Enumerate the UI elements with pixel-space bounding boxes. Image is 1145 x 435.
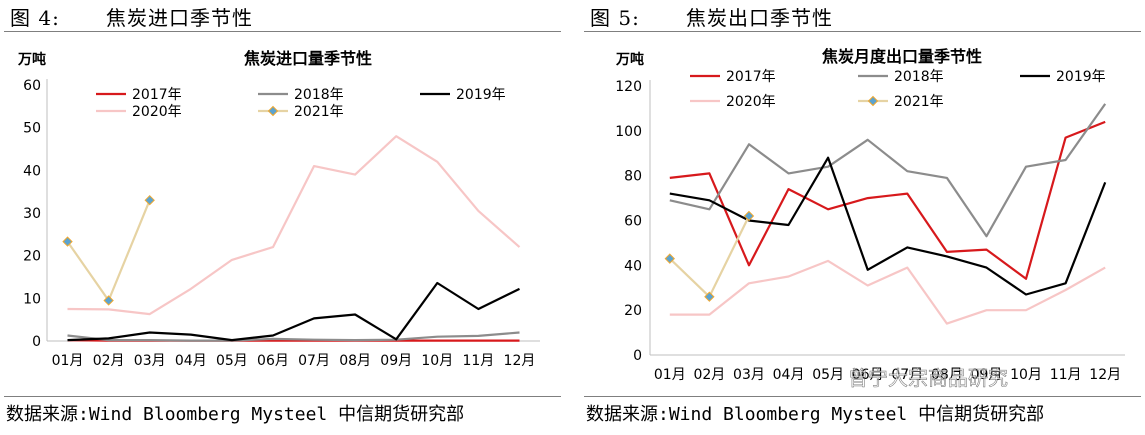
series-line-2018年 bbox=[67, 331, 520, 342]
y-tick-label: 120 bbox=[615, 79, 642, 95]
y-tick-label: 100 bbox=[615, 124, 642, 140]
figure-header: 图 5: 焦炭出口季节性 bbox=[586, 2, 1141, 30]
x-tick-label: 08月 bbox=[339, 353, 371, 369]
x-tick-label: 12月 bbox=[1089, 367, 1121, 383]
x-tick-label: 02月 bbox=[693, 367, 725, 383]
y-tick-label: 60 bbox=[23, 78, 41, 94]
x-tick-label: 07月 bbox=[891, 367, 923, 383]
y-unit-label: 万吨 bbox=[17, 51, 46, 68]
x-tick-label: 11月 bbox=[1050, 367, 1082, 383]
y-tick-label: 0 bbox=[32, 334, 41, 350]
legend-label: 2020年 bbox=[726, 94, 776, 110]
figure-label: 图 4: bbox=[10, 6, 60, 30]
series-line-2020年 bbox=[669, 259, 1106, 325]
figure-panel-import: 图 4: 焦炭进口季节性 焦炭进口量季节性 万吨 0 10 20 30 40 50 60 01月 0… bbox=[0, 0, 565, 435]
x-tick-label: 04月 bbox=[175, 353, 207, 369]
series-line-2017年 bbox=[669, 120, 1106, 280]
legend-label: 2019年 bbox=[1056, 69, 1106, 85]
x-tick-label: 11月 bbox=[462, 353, 494, 369]
figure-panel-export: 图 5: 焦炭出口季节性 焦炭月度出口量季节性 万吨 0 20 40 60 80 100 120… bbox=[580, 0, 1145, 435]
legend-marker bbox=[267, 105, 279, 117]
source-note: 数据来源:Wind Bloomberg Mysteel 中信期货研究部 bbox=[6, 404, 465, 425]
header-rule bbox=[584, 31, 1141, 32]
y-tick-label: 30 bbox=[23, 206, 41, 222]
x-tick-label: 06月 bbox=[852, 367, 884, 383]
chart-title: 焦炭月度出口量季节性 bbox=[821, 47, 982, 66]
legend-label: 2020年 bbox=[132, 104, 182, 120]
x-tick-label: 05月 bbox=[216, 353, 248, 369]
y-tick-label: 40 bbox=[23, 163, 41, 179]
y-tick-label: 80 bbox=[624, 169, 642, 185]
y-tick-label: 10 bbox=[23, 291, 41, 307]
legend-label: 2017年 bbox=[726, 69, 776, 85]
figure-title: 焦炭进口季节性 bbox=[106, 6, 253, 30]
legend-label: 2019年 bbox=[456, 87, 506, 103]
x-tick-label: 08月 bbox=[931, 367, 963, 383]
y-tick-label: 0 bbox=[633, 348, 642, 364]
x-tick-label: 07月 bbox=[298, 353, 330, 369]
legend-label: 2021年 bbox=[294, 104, 344, 120]
x-tick-label: 02月 bbox=[93, 353, 125, 369]
y-tick-label: 40 bbox=[624, 258, 642, 274]
y-tick-label: 20 bbox=[624, 303, 642, 319]
source-note: 数据来源:Wind Bloomberg Mysteel 中信期货研究部 bbox=[586, 404, 1045, 425]
y-unit-label: 万吨 bbox=[615, 51, 644, 68]
y-tick-label: 20 bbox=[23, 249, 41, 265]
series-line-2019年 bbox=[669, 156, 1107, 296]
x-tick-label: 04月 bbox=[773, 367, 805, 383]
x-tick-label: 12月 bbox=[504, 353, 536, 369]
x-tick-label: 09月 bbox=[971, 367, 1003, 383]
x-tick-label: 10月 bbox=[1010, 367, 1042, 383]
series-line-2021年 bbox=[66, 199, 151, 302]
x-tick-label: 10月 bbox=[421, 353, 453, 369]
x-tick-label: 09月 bbox=[380, 353, 412, 369]
x-tick-label: 03月 bbox=[733, 367, 765, 383]
series-line-2018年 bbox=[669, 103, 1107, 238]
figure-header: 图 4: 焦炭进口季节性 bbox=[6, 2, 561, 30]
footer-rule bbox=[4, 396, 561, 397]
chart-title: 焦炭进口量季节性 bbox=[243, 49, 372, 68]
data-point-marker bbox=[704, 291, 715, 302]
y-tick-label: 50 bbox=[23, 121, 41, 137]
data-point-marker bbox=[144, 194, 155, 206]
x-tick-label: 05月 bbox=[812, 367, 844, 383]
x-tick-label: 03月 bbox=[134, 353, 166, 369]
import-seasonality-chart: 焦炭进口量季节性 万吨 0 10 20 30 40 50 60 01月 02月 03月 04月 05月 06… bbox=[17, 49, 540, 369]
data-point-marker bbox=[103, 295, 114, 306]
data-point-marker bbox=[62, 236, 73, 247]
figure-title: 焦炭出口季节性 bbox=[686, 6, 833, 30]
figure-label: 图 5: bbox=[590, 6, 640, 30]
series-line-2020年 bbox=[67, 135, 521, 316]
legend-label: 2018年 bbox=[894, 69, 944, 85]
series-line-2019年 bbox=[67, 281, 520, 342]
data-point-marker bbox=[743, 210, 755, 222]
x-tick-label: 01月 bbox=[654, 367, 686, 383]
legend-label: 2018年 bbox=[294, 87, 344, 103]
series-line-2021年 bbox=[669, 215, 750, 298]
header-rule bbox=[4, 31, 561, 32]
legend-label: 2017年 bbox=[132, 87, 182, 103]
x-tick-label: 01月 bbox=[52, 353, 84, 369]
legend-label: 2021年 bbox=[894, 94, 944, 110]
watermark: 曾宁大宗商品研究 bbox=[848, 366, 1009, 391]
export-seasonality-chart: 焦炭月度出口量季节性 万吨 0 20 40 60 80 100 120 01月 02月 03月 04月 0… bbox=[615, 47, 1125, 383]
x-tick-label: 06月 bbox=[257, 353, 289, 369]
y-tick-label: 60 bbox=[624, 214, 642, 230]
data-point-marker bbox=[664, 253, 675, 264]
footer-rule bbox=[584, 396, 1141, 397]
legend-marker bbox=[867, 95, 879, 107]
